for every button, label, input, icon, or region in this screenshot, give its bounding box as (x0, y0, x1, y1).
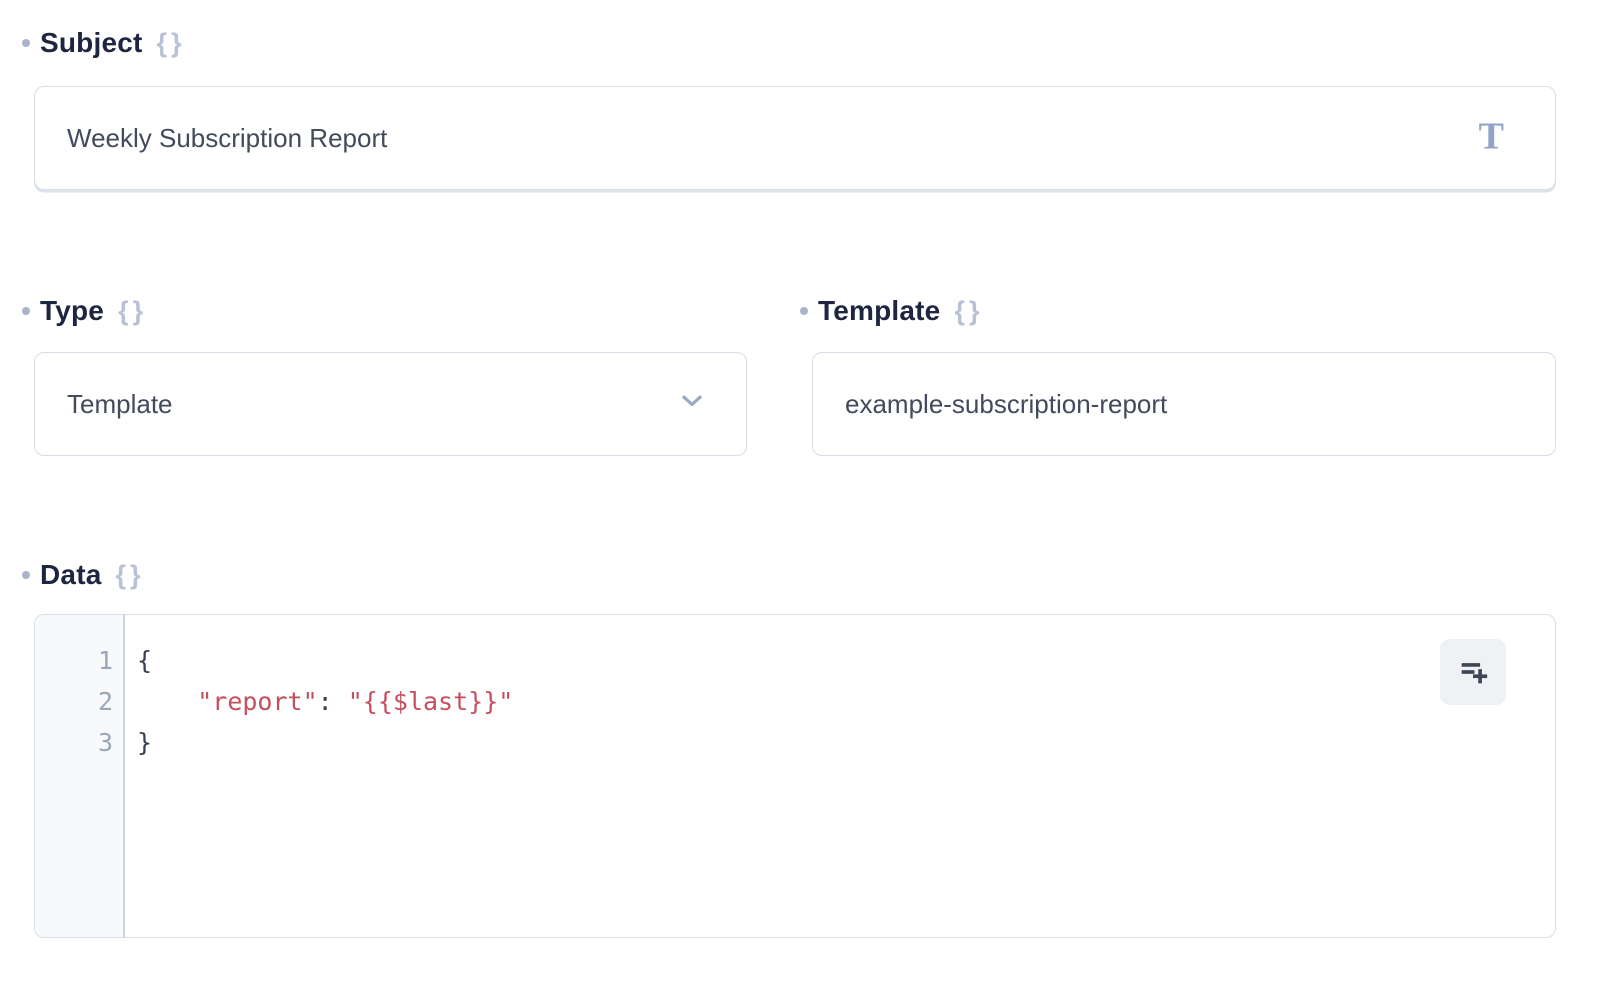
subject-input[interactable] (34, 86, 1556, 190)
subject-label: Subject (40, 27, 143, 58)
subject-field-group: Subject {} T (22, 26, 1556, 190)
required-dot-icon (22, 307, 30, 315)
required-dot-icon (22, 39, 30, 47)
data-label-row: Data {} (22, 558, 1556, 592)
braces-icon[interactable]: {} (156, 27, 186, 58)
subject-input-wrap: T (34, 86, 1556, 190)
type-label-row: Type {} (22, 294, 747, 328)
template-label: Template (818, 295, 941, 326)
type-select[interactable]: Template (34, 352, 747, 456)
email-node-settings-panel: Subject {} T Type {} Template (22, 26, 1556, 938)
template-input[interactable] (812, 352, 1556, 456)
code-line: "report": "{{$last}}" (197, 687, 514, 716)
code-lines[interactable]: { "report": "{{$last}}"} (127, 615, 1555, 937)
line-number: 3 (97, 728, 113, 757)
data-code-editor[interactable]: 1 2 3 { "report": "{{$last}}"} (34, 614, 1556, 938)
data-label: Data (40, 559, 102, 590)
braces-icon[interactable]: {} (118, 295, 148, 326)
type-select-value: Template (67, 388, 173, 419)
type-field-group: Type {} Template (22, 294, 747, 456)
line-number: 2 (97, 687, 113, 716)
code-line: { (137, 646, 153, 675)
gutter: 1 2 3 (35, 615, 125, 937)
required-dot-icon (22, 571, 30, 579)
code-line: } (137, 728, 153, 757)
text-format-icon[interactable]: T (1478, 115, 1504, 158)
data-field-group: Data {} 1 2 3 { "report": "{{$last}}"} (22, 558, 1556, 938)
type-label: Type (40, 295, 105, 326)
braces-icon[interactable]: {} (115, 559, 145, 590)
template-label-row: Template {} (800, 294, 1556, 328)
line-number: 1 (97, 646, 113, 675)
braces-icon[interactable]: {} (954, 295, 984, 326)
required-dot-icon (800, 307, 808, 315)
template-field-group: Template {} (800, 294, 1556, 456)
type-template-row: Type {} Template Template {} (22, 294, 1556, 456)
subject-label-row: Subject {} (22, 26, 1556, 60)
format-json-button[interactable] (1440, 639, 1506, 705)
chevron-down-icon (676, 385, 708, 424)
playlist-add-icon (1456, 655, 1490, 689)
